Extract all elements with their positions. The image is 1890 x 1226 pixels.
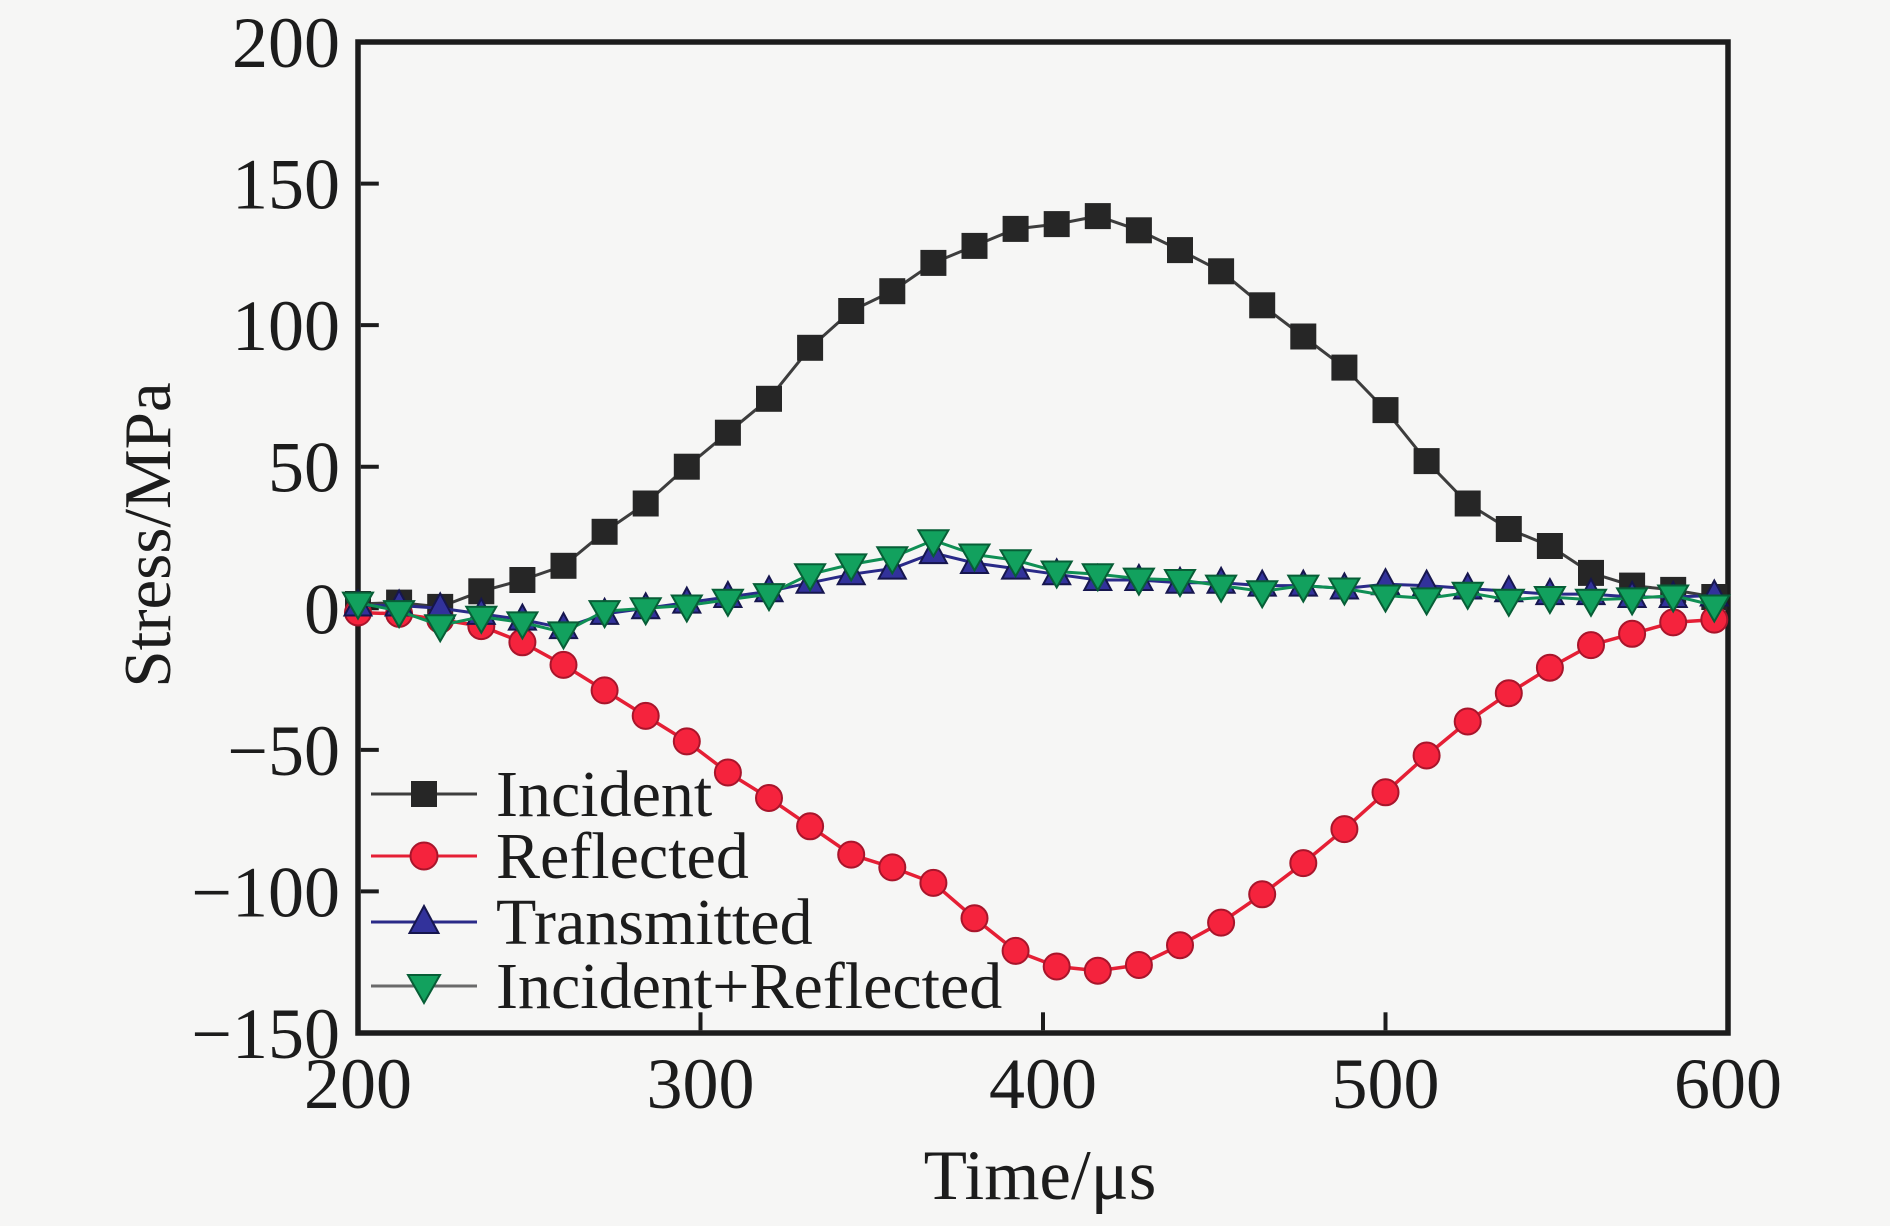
svg-text:50: 50 [268,428,340,508]
svg-text:400: 400 [989,1044,1097,1124]
svg-text:600: 600 [1674,1044,1782,1124]
svg-text:200: 200 [232,3,340,83]
svg-text:Incident: Incident [496,758,712,831]
svg-text:Stress/MPa: Stress/MPa [111,382,185,687]
svg-text:200: 200 [304,1044,412,1124]
svg-text:Time/μs: Time/μs [924,1137,1157,1215]
svg-text:Incident+Reflected: Incident+Reflected [496,950,1002,1023]
svg-text:−100: −100 [191,852,340,932]
svg-text:Reflected: Reflected [496,820,749,893]
svg-text:100: 100 [232,286,340,366]
svg-text:Transmitted: Transmitted [496,886,813,959]
svg-text:500: 500 [1332,1044,1440,1124]
svg-text:−150: −150 [191,994,340,1074]
svg-text:−50: −50 [227,711,340,791]
svg-text:300: 300 [647,1044,755,1124]
svg-text:0: 0 [304,569,340,649]
svg-text:150: 150 [232,145,340,225]
